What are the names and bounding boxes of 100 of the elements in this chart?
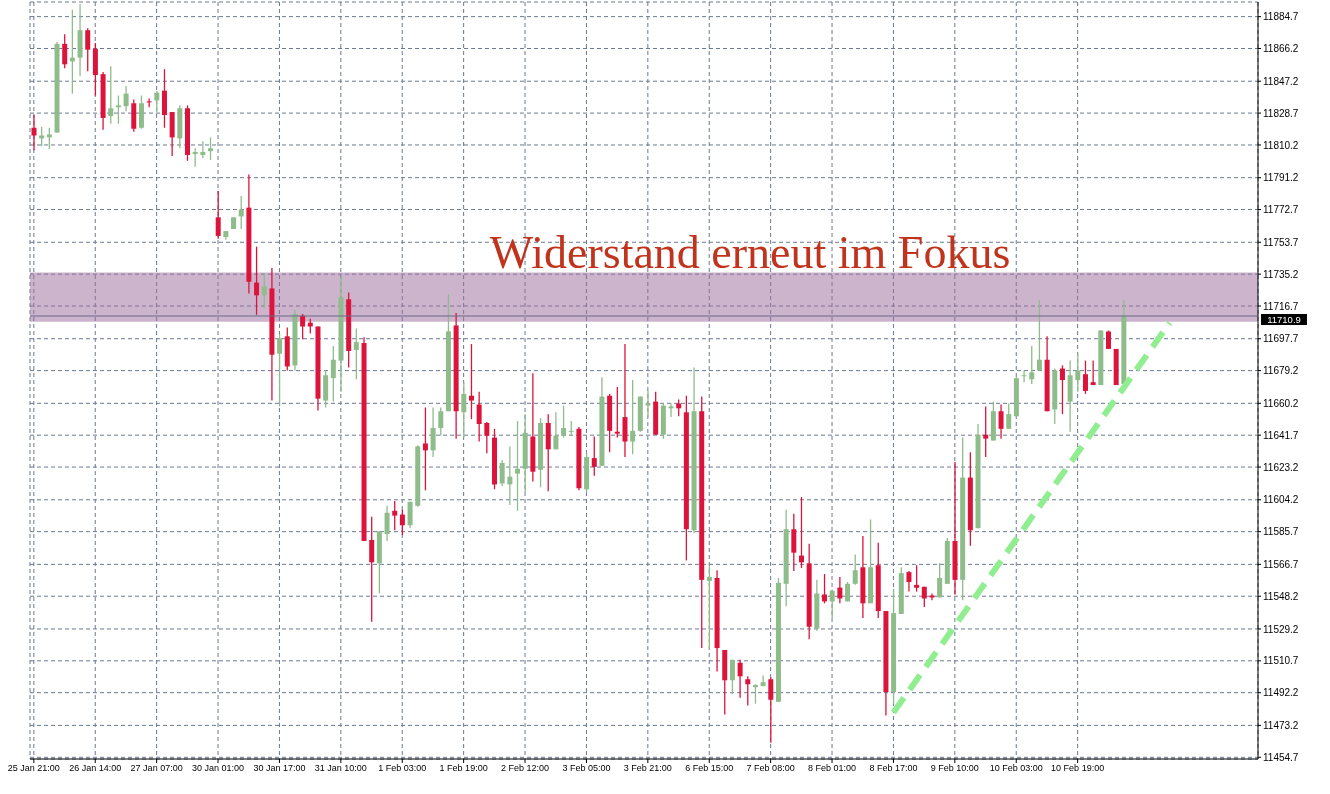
candlestick bbox=[384, 505, 390, 542]
candlestick bbox=[852, 553, 858, 586]
candlestick bbox=[1006, 402, 1012, 430]
x-tick-label: 7 Feb 08:00 bbox=[746, 763, 795, 774]
y-tick-label: 11810.2 bbox=[1263, 139, 1299, 151]
candlestick bbox=[791, 513, 797, 572]
y-tick-label: 11623.2 bbox=[1263, 461, 1299, 473]
candlestick bbox=[1106, 329, 1111, 350]
candlestick bbox=[430, 406, 436, 458]
y-tick-label: 11884.7 bbox=[1263, 11, 1299, 23]
candlestick bbox=[422, 406, 428, 491]
x-tick-label: 2 Feb 12:00 bbox=[501, 763, 550, 774]
candlestick bbox=[146, 97, 152, 108]
y-tick-label: 11641.7 bbox=[1263, 429, 1299, 441]
candlestick bbox=[215, 190, 221, 240]
y-tick-label: 11735.2 bbox=[1263, 268, 1299, 280]
candlestick bbox=[561, 404, 567, 439]
y-tick-label: 11604.2 bbox=[1263, 494, 1299, 506]
candlestick bbox=[1029, 345, 1035, 385]
y-tick-label: 11866.2 bbox=[1263, 43, 1299, 55]
x-tick-label: 8 Feb 17:00 bbox=[869, 763, 918, 774]
y-tick-label: 11566.7 bbox=[1263, 558, 1299, 570]
text: Widerstand erneut im Fokus bbox=[488, 226, 1012, 280]
candlestick bbox=[729, 659, 735, 695]
candlestick bbox=[507, 445, 513, 506]
candlestick bbox=[706, 565, 712, 649]
candlestick bbox=[62, 33, 68, 69]
candlestick bbox=[192, 147, 198, 168]
candlestick bbox=[261, 272, 267, 309]
candlestick bbox=[745, 675, 751, 707]
candlestick bbox=[108, 65, 114, 125]
candlestick bbox=[1090, 359, 1096, 386]
y-tick-label: 11454.7 bbox=[1263, 751, 1299, 763]
candlestick bbox=[837, 576, 843, 604]
candlestick bbox=[1082, 359, 1088, 395]
candlestick bbox=[737, 659, 743, 699]
candlestick bbox=[645, 390, 651, 418]
candlestick bbox=[85, 27, 91, 72]
y-tick-label: 11716.7 bbox=[1263, 300, 1299, 312]
candlestick bbox=[630, 379, 636, 455]
x-tick-label: 8 Feb 01:00 bbox=[808, 763, 857, 774]
y-tick-label: 11828.7 bbox=[1263, 107, 1299, 119]
y-tick-label: 11697.7 bbox=[1263, 333, 1299, 345]
y-tick-label: 11847.2 bbox=[1263, 75, 1299, 87]
y-tick-label: 11510.7 bbox=[1263, 655, 1299, 667]
candlestick bbox=[829, 589, 835, 619]
candlestick bbox=[277, 333, 283, 408]
candlestick bbox=[1059, 364, 1065, 415]
x-tick-label: 1 Feb 03:00 bbox=[378, 763, 427, 774]
x-tick-label: 25 Jan 21:00 bbox=[7, 763, 60, 774]
candlestick bbox=[123, 85, 129, 112]
candlestick bbox=[983, 405, 989, 458]
candlestick bbox=[484, 421, 490, 454]
candlestick bbox=[353, 327, 359, 380]
candlestick bbox=[300, 313, 306, 340]
ref-line-label: 11710.9 bbox=[1267, 314, 1301, 325]
x-tick-label: 10 Feb 19:00 bbox=[1051, 763, 1105, 774]
x-tick-label: 30 Jan 01:00 bbox=[192, 763, 245, 774]
candlestick bbox=[499, 459, 505, 487]
candlestick bbox=[115, 94, 121, 125]
candlestick bbox=[760, 674, 766, 687]
candlestick bbox=[330, 345, 336, 403]
candlestick bbox=[461, 381, 467, 439]
candlestick bbox=[515, 420, 521, 512]
candlestick bbox=[46, 127, 52, 150]
candlestick bbox=[392, 500, 398, 531]
candlestick bbox=[1021, 369, 1027, 383]
candlestick bbox=[614, 386, 620, 439]
candlestick bbox=[591, 435, 597, 477]
x-tick-label: 31 Jan 10:00 bbox=[314, 763, 367, 774]
candlestick bbox=[553, 411, 559, 450]
candlestick bbox=[154, 90, 160, 113]
x-tick-label: 27 Jan 07:00 bbox=[130, 763, 183, 774]
x-tick-label: 3 Feb 05:00 bbox=[562, 763, 611, 774]
candlestick bbox=[906, 570, 912, 593]
y-tick-label: 11753.7 bbox=[1263, 236, 1299, 248]
y-tick-label: 11548.2 bbox=[1263, 590, 1299, 602]
y-tick-label: 11660.2 bbox=[1263, 397, 1299, 409]
y-tick-label: 11492.2 bbox=[1263, 687, 1299, 699]
candlestick bbox=[31, 114, 37, 151]
candlestick bbox=[1075, 352, 1081, 393]
candlestick bbox=[937, 562, 943, 599]
x-tick-label: 6 Feb 15:00 bbox=[685, 763, 734, 774]
candlestick bbox=[399, 509, 405, 536]
y-tick-label: 11772.7 bbox=[1263, 204, 1299, 216]
candlestick bbox=[476, 391, 482, 443]
x-tick-label: 9 Feb 10:00 bbox=[930, 763, 979, 774]
candlestick bbox=[254, 245, 260, 316]
y-tick-label: 11473.2 bbox=[1263, 719, 1299, 731]
candlestick bbox=[200, 140, 206, 159]
candlestick bbox=[914, 564, 920, 593]
y-tick-label: 11791.2 bbox=[1263, 172, 1299, 184]
candlestick bbox=[998, 403, 1004, 440]
x-tick-label: 30 Jan 17:00 bbox=[253, 763, 306, 774]
x-tick-label: 10 Feb 03:00 bbox=[989, 763, 1043, 774]
candlestick bbox=[752, 683, 758, 705]
candlestick bbox=[39, 126, 45, 147]
y-tick-label: 11679.2 bbox=[1263, 365, 1299, 377]
x-tick-label: 3 Feb 21:00 bbox=[623, 763, 672, 774]
x-tick-label: 26 Jan 14:00 bbox=[69, 763, 122, 774]
